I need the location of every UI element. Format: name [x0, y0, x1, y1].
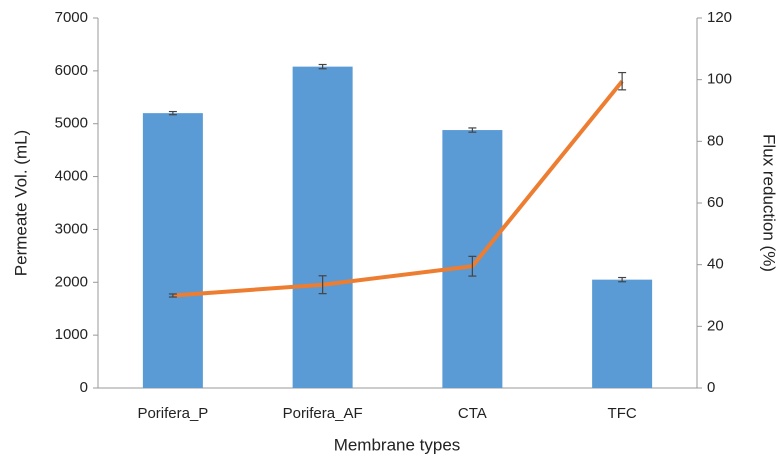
y-tick-label: 3000: [55, 220, 88, 237]
y2-tick-label: 0: [707, 379, 715, 396]
x-tick-label: TFC: [608, 405, 637, 422]
bar: [142, 113, 203, 389]
y2-tick-label: 40: [707, 256, 724, 273]
y-axis-title: Permeate Vol. (mL): [11, 130, 30, 276]
y2-tick-label: 20: [707, 317, 724, 334]
x-tick-label: Porifera_AF: [283, 405, 363, 422]
y-tick-label: 5000: [55, 115, 88, 132]
y-tick-label: 4000: [55, 168, 88, 185]
y-tick-label: 0: [80, 379, 88, 396]
y2-tick-label: 120: [707, 9, 732, 26]
y-tick-label: 6000: [55, 62, 88, 79]
x-axis-title: Membrane types: [334, 435, 461, 454]
y-tick-label: 7000: [55, 9, 88, 26]
y2-tick-label: 60: [707, 194, 724, 211]
y2-tick-label: 80: [707, 132, 724, 149]
y2-tick-label: 100: [707, 71, 732, 88]
bar: [592, 279, 653, 388]
y-tick-label: 1000: [55, 326, 88, 343]
x-tick-label: CTA: [458, 405, 487, 422]
y2-axis-title: Flux reduction (%): [760, 134, 779, 272]
x-tick-label: Porifera_P: [137, 405, 208, 422]
y-tick-label: 2000: [55, 273, 88, 290]
bar: [292, 66, 353, 388]
line: [172, 79, 624, 298]
